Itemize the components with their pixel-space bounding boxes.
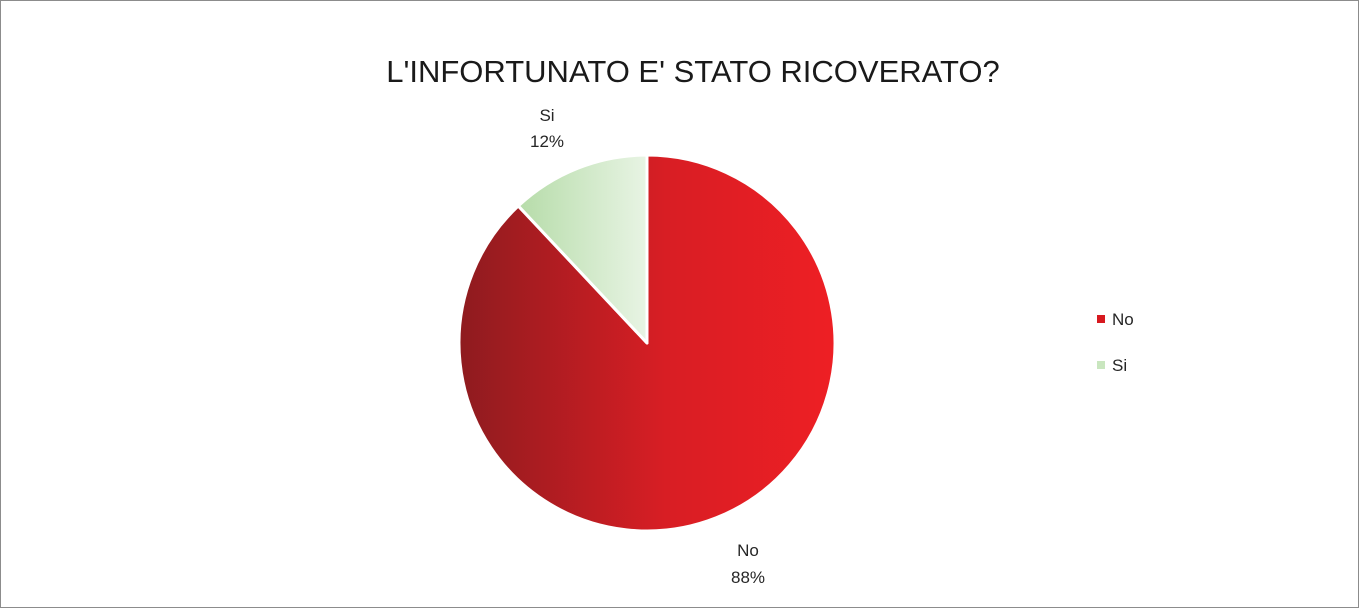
data-label-category-si: Si — [539, 106, 554, 125]
pie-slices — [457, 153, 837, 533]
pie-slice-si — [516, 153, 649, 345]
legend-swatch-si — [1097, 361, 1105, 369]
legend-label-si: Si — [1112, 356, 1127, 375]
data-label-category-no: No — [737, 541, 759, 560]
legend-label-no: No — [1112, 310, 1134, 329]
chart-title: L'INFORTUNATO E' STATO RICOVERATO? — [386, 54, 1000, 89]
legend-swatch-no — [1097, 315, 1105, 323]
data-label-percent-no: 88% — [731, 568, 765, 587]
legend: No Si — [1097, 310, 1134, 375]
data-label-percent-si: 12% — [530, 132, 564, 151]
